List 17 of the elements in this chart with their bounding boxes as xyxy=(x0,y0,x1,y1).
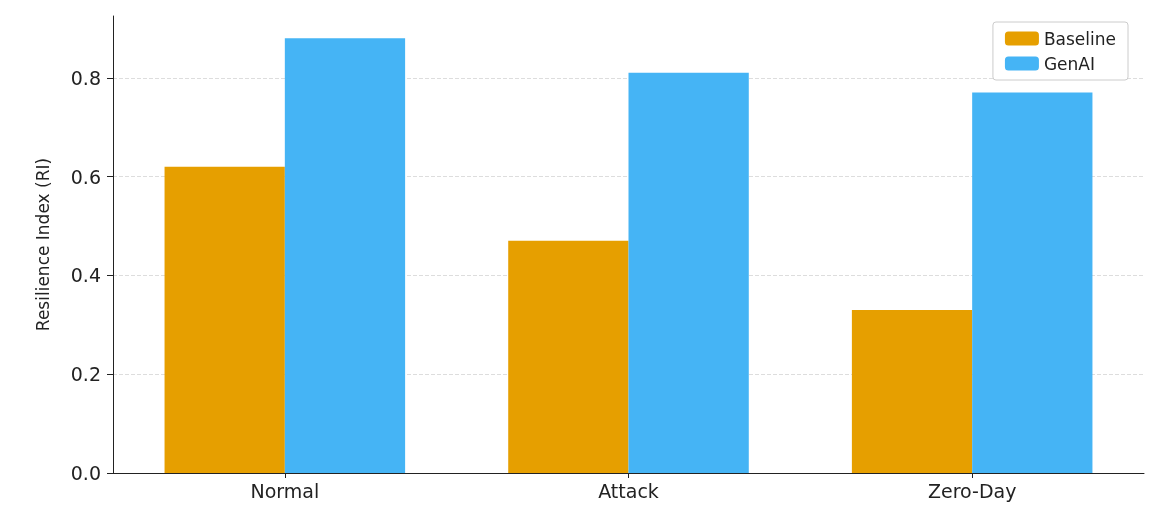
y-tick-label: 0.0 xyxy=(70,462,101,484)
x-tick-label: Attack xyxy=(598,479,659,502)
bar xyxy=(628,72,749,473)
legend-label: Baseline xyxy=(1043,28,1116,49)
bar xyxy=(851,309,973,473)
y-tick-label: 0.8 xyxy=(70,66,101,89)
y-tick-label: 0.4 xyxy=(70,264,101,287)
legend-label: GenAI xyxy=(1043,53,1095,74)
bar xyxy=(284,38,406,473)
bar xyxy=(508,240,629,473)
bar xyxy=(164,166,285,473)
x-tick-label: Normal xyxy=(250,479,320,502)
y-axis-title: Resilience Index (RI) xyxy=(32,157,53,332)
bar xyxy=(972,92,1093,473)
x-tick-label: Zero-Day xyxy=(927,479,1017,502)
y-tick-label: 0.2 xyxy=(70,363,101,386)
y-tick-label: 0.6 xyxy=(70,165,101,188)
